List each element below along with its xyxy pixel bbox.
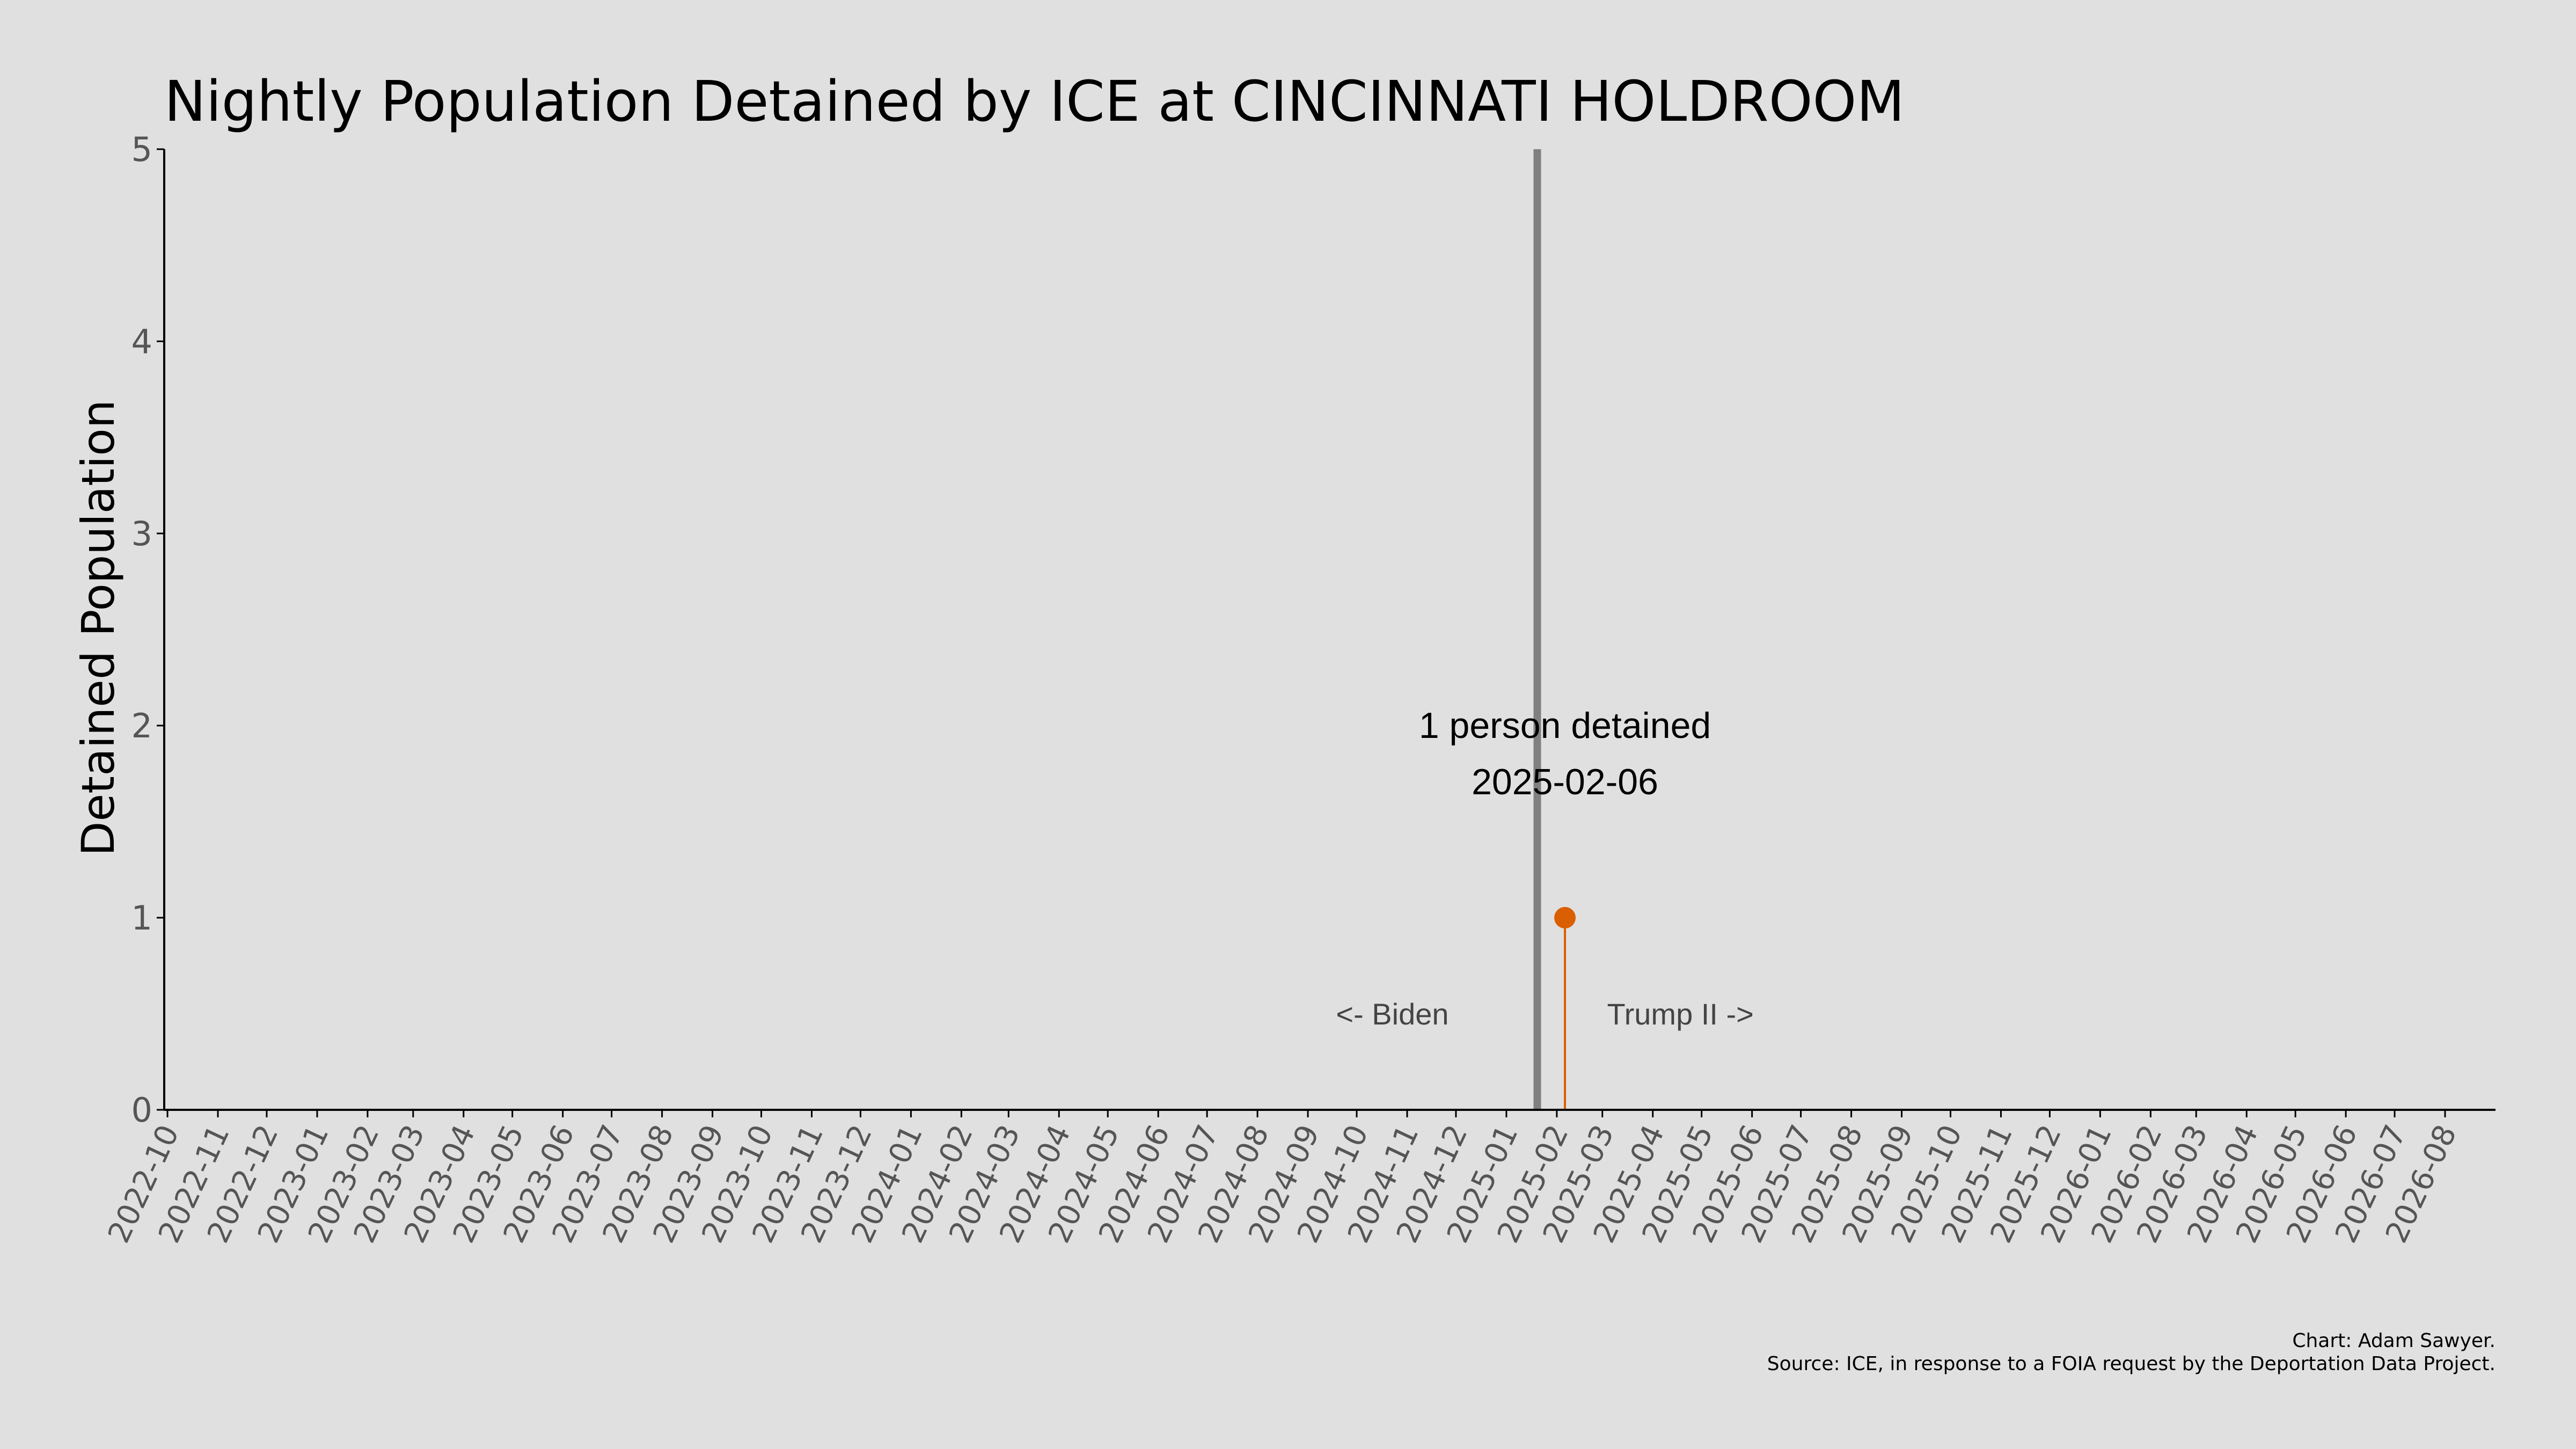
- y-axis: 0 1 2 3 4 5: [131, 130, 164, 1130]
- era-label-biden: <- Biden: [1336, 997, 1448, 1031]
- y-tick-label: 1: [131, 898, 152, 938]
- y-tick-label: 4: [131, 322, 152, 361]
- data-point: [1554, 907, 1576, 928]
- caption-source: Source: ICE, in response to a FOIA reque…: [1767, 1353, 2496, 1375]
- y-tick-label: 5: [131, 130, 152, 169]
- y-tick-label: 0: [131, 1091, 152, 1130]
- annotation-count: 1 person detained: [1419, 705, 1711, 746]
- caption-credit: Chart: Adam Sawyer.: [2292, 1330, 2496, 1352]
- chart-title: Nightly Population Detained by ICE at CI…: [164, 69, 1905, 134]
- era-label-trump: Trump II ->: [1607, 997, 1754, 1031]
- y-axis-label: Detained Population: [72, 400, 125, 856]
- annotation-date: 2025-02-06: [1472, 762, 1658, 802]
- x-axis: 2022-102022-112022-122023-012023-022023-…: [101, 1110, 2464, 1248]
- data-series: [1554, 907, 1576, 1110]
- y-tick-label: 3: [131, 514, 152, 553]
- y-tick-label: 2: [131, 706, 152, 745]
